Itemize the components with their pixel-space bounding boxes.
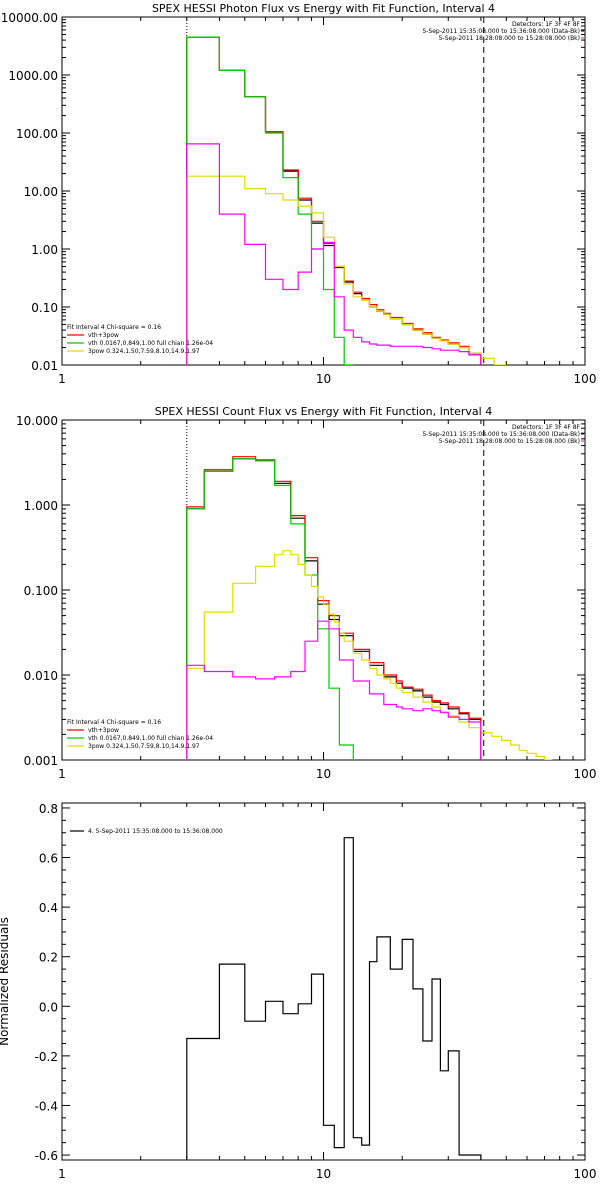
p1-series-4-steps [186, 620, 482, 760]
photon-flux-panel: SPEX HESSI Photon Flux vs Energy with Fi… [1, 2, 597, 386]
p0-y-tick-label: 1000.00 [8, 69, 58, 83]
p2-y-tick-label: -0.4 [35, 1099, 58, 1113]
p0-y-tick-label: 1.00 [31, 243, 58, 257]
p1-series-0-steps [186, 458, 482, 760]
p1-axes-frame [61, 419, 586, 761]
p0-header-line: 5-Sep-2011 15:35:08.000 to 15:36:08.000 … [422, 28, 580, 35]
p2-y-axis-label: Normalized Residuals [0, 917, 11, 1046]
p1-x-tick-label: 10 [316, 767, 331, 781]
p2-y-tick-label: 0.6 [39, 852, 58, 866]
p0-series-3-steps [186, 175, 507, 365]
p0-y-tick-label: 10000.00 [1, 11, 58, 25]
p0-header-line: Detectors: 1F 3F 4F 8F [512, 21, 581, 28]
p1-y-tick-label: 1.000 [24, 499, 58, 513]
p0-legend-label: 3pow 0.324,1.50,7.59,8.10,14.9,1.97 [88, 348, 200, 355]
p1-x-tick-label: 1 [58, 767, 66, 781]
p0-y-tick-label: 100.00 [16, 127, 58, 141]
p1-legend-label: vth+3pow [88, 727, 119, 734]
p1-series-1-steps [186, 456, 482, 760]
p1-fit-label: Fit Interval 4 Chi-square = 0.16 [67, 719, 161, 726]
residuals-panel: 1 10 100 -0.6 -0.4 -0.2 0.0 0.2 0.4 0.6 0.8 Normali… [0, 802, 596, 1181]
p2-y-tick-label: 0.8 [39, 802, 58, 816]
p1-legend-label: 3pow 0.324,1.50,7.59,8.10,14.9,1.97 [88, 743, 200, 750]
p0-axes-frame [61, 16, 586, 366]
p0-y-tick-label: 10.00 [24, 185, 58, 199]
p1-series-3-steps [186, 550, 553, 760]
p1-legend-label: vth 0.0167,0.849,1.00 full chian 1.26e-0… [88, 735, 213, 742]
p2-y-tick-label: -0.6 [35, 1149, 58, 1163]
p1-y-tick-label: 0.001 [24, 754, 58, 768]
p0-series-group [186, 36, 507, 365]
p2-x-tick-label: 100 [574, 1167, 597, 1181]
p1-chart-title: SPEX HESSI Count Flux vs Energy with Fit… [155, 405, 492, 418]
p0-x-tick-label: 10 [316, 372, 331, 386]
p0-header-line: 5-Sep-2011 18:28:08.000 to 15:28:08.000 … [439, 35, 580, 42]
p2-x-tick-label: 1 [58, 1167, 66, 1181]
p1-header-line: Detectors: 1F 3F 4F 8F [512, 424, 581, 431]
p2-y-tick-label: 0.0 [39, 1000, 58, 1014]
p2-series-group [186, 837, 482, 1160]
p1-y-tick-label: 0.100 [24, 584, 58, 598]
p0-series-4-steps [186, 143, 482, 365]
p1-x-tick-label: 100 [574, 767, 597, 781]
p0-legend-label: vth 0.0167,0.849,1.00 full chian 1.26e-0… [88, 340, 213, 347]
p2-y-tick-label: 0.2 [39, 951, 58, 965]
p1-header-line: 5-Sep-2011 18:28:08.000 to 15:28:08.000 … [439, 438, 580, 445]
p2-x-tick-label: 10 [316, 1167, 331, 1181]
p0-y-tick-label: 0.10 [31, 301, 58, 315]
p0-x-tick-label: 100 [574, 372, 597, 386]
p1-y-tick-label: 10.000 [16, 414, 58, 428]
p0-series-2-steps [186, 36, 354, 365]
p0-chart-title: SPEX HESSI Photon Flux vs Energy with Fi… [152, 2, 495, 15]
p1-series-2-steps [186, 458, 354, 760]
p0-legend-label: vth+3pow [88, 332, 119, 339]
p1-series-group [186, 456, 553, 760]
p1-y-tick-label: 0.010 [24, 669, 58, 683]
p0-y-tick-label: 0.01 [31, 359, 58, 373]
p2-y-tick-label: -0.2 [35, 1050, 58, 1064]
p1-header-line: 5-Sep-2011 15:35:08.000 to 15:36:08.000 … [422, 431, 580, 438]
count-flux-panel: SPEX HESSI Count Flux vs Energy with Fit… [16, 405, 596, 781]
p2-legend-label: 4. 5-Sep-2011 15:35:08.000 to 15:36:08.0… [88, 828, 223, 835]
p2-series-0-steps [186, 837, 482, 1160]
p0-x-tick-label: 1 [58, 372, 66, 386]
p0-fit-label: Fit Interval 4 Chi-square = 0.16 [67, 324, 161, 331]
p2-y-tick-label: 0.4 [39, 901, 58, 915]
